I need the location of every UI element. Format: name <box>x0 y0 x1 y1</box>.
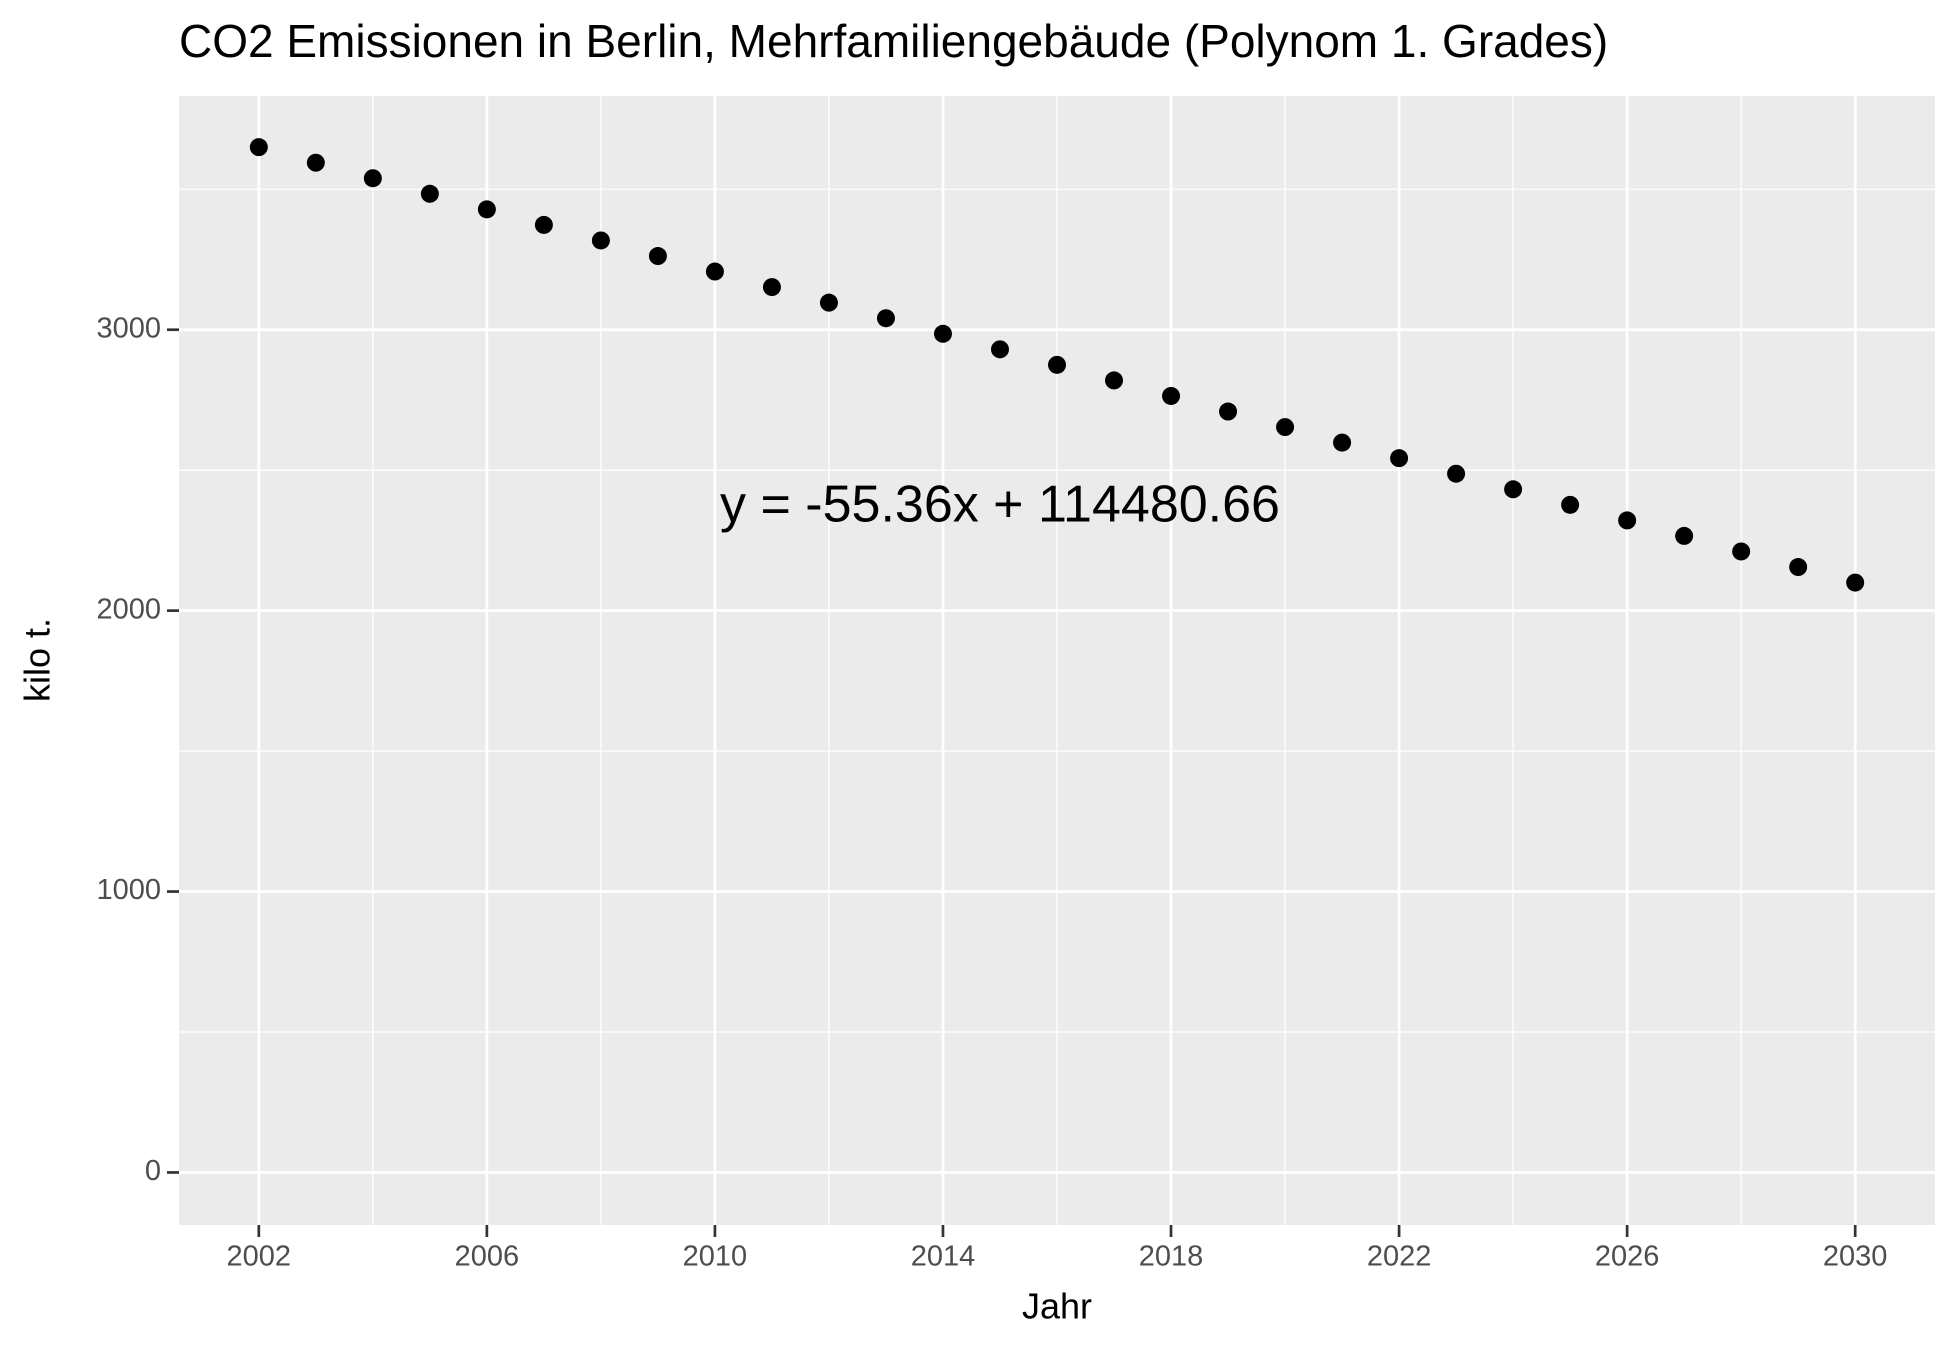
data-point <box>1618 511 1637 530</box>
data-point <box>990 340 1009 359</box>
data-point <box>420 184 439 203</box>
data-point <box>1333 433 1352 452</box>
x-tick-label: 2026 <box>1595 1241 1660 1273</box>
data-point <box>1561 495 1580 514</box>
data-point <box>648 247 667 266</box>
x-tick-label: 2018 <box>1139 1241 1204 1273</box>
data-point <box>1390 449 1409 468</box>
y-tick-label: 2000 <box>96 593 161 625</box>
data-point <box>477 200 496 219</box>
data-point <box>1105 371 1124 390</box>
data-point <box>1789 558 1808 577</box>
data-point <box>1162 386 1181 405</box>
data-point <box>876 309 895 328</box>
x-tick-label: 2010 <box>683 1241 748 1273</box>
data-point <box>1732 542 1751 561</box>
data-point <box>933 324 952 343</box>
data-point <box>1219 402 1238 421</box>
data-point <box>1447 464 1466 483</box>
data-point <box>1504 480 1523 499</box>
data-point <box>705 262 724 281</box>
x-tick-label: 2014 <box>911 1241 976 1273</box>
y-tick-label: 1000 <box>96 874 161 906</box>
x-tick-label: 2002 <box>227 1241 292 1273</box>
y-axis-title: kilo t. <box>17 618 58 702</box>
data-point <box>819 293 838 312</box>
data-point <box>1276 418 1295 437</box>
data-point <box>1846 573 1865 592</box>
data-point <box>534 215 553 234</box>
y-tick-label: 0 <box>145 1155 161 1187</box>
chart-title: CO2 Emissionen in Berlin, Mehrfamilienge… <box>179 15 1608 67</box>
data-point <box>1048 355 1066 374</box>
data-point <box>306 153 325 172</box>
data-point <box>762 278 781 297</box>
x-tick-label: 2006 <box>455 1241 520 1273</box>
annotation: y = -55.36x + 114480.66 <box>720 476 1280 534</box>
data-point <box>591 231 610 250</box>
data-point <box>363 169 382 188</box>
data-point <box>1675 526 1694 545</box>
data-point <box>249 138 268 157</box>
x-axis-title: Jahr <box>1022 1286 1092 1327</box>
y-tick-label: 3000 <box>96 312 161 344</box>
x-tick-label: 2030 <box>1823 1241 1888 1273</box>
x-tick-label: 2022 <box>1367 1241 1432 1273</box>
